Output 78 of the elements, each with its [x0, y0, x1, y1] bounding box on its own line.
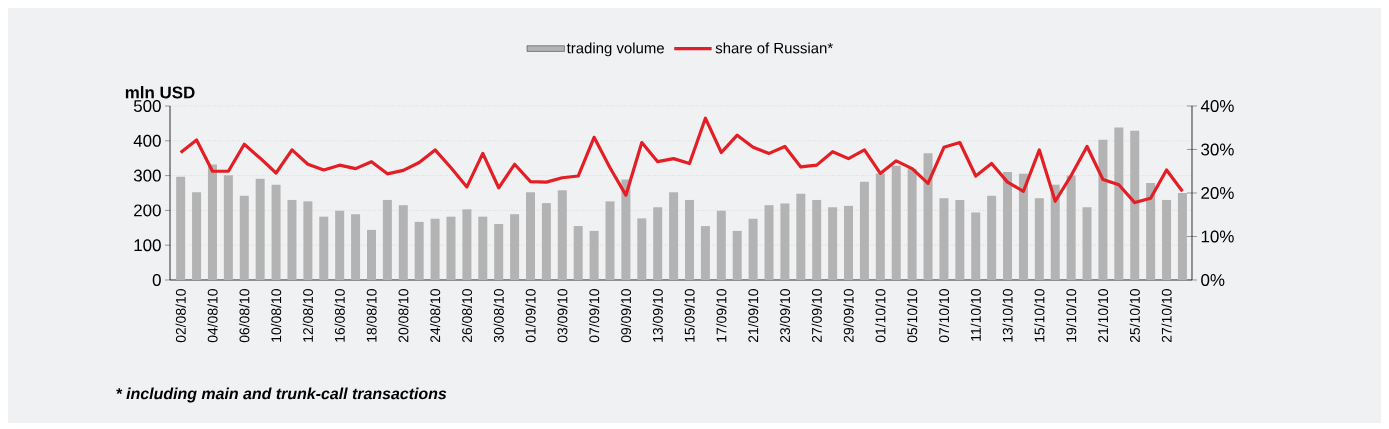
bar [1114, 127, 1124, 280]
legend-label: trading volume [566, 42, 664, 57]
x-tick-label: 19/10/10 [1066, 289, 1077, 342]
x-tick-label: 01/09/10 [525, 289, 536, 343]
y2-tick-label: 40% [1200, 100, 1234, 112]
bar [1177, 193, 1187, 280]
bar [255, 178, 265, 280]
x-tick-label: 10/08/10 [270, 289, 282, 342]
bar [366, 229, 376, 280]
x-tick-label: 24/08/10 [429, 289, 441, 343]
bar [541, 203, 551, 280]
x-tick-label: 27/09/10 [811, 289, 822, 343]
x-tick-label: 15/09/10 [684, 289, 695, 342]
x-tick-label: 26/08/10 [461, 289, 473, 343]
bar [605, 201, 615, 280]
bar [685, 199, 695, 280]
x-tick-label: 07/09/10 [588, 289, 600, 343]
bar [1162, 199, 1172, 280]
line-series [179, 116, 1185, 205]
bar [796, 193, 806, 280]
y-axis-title: mln USD [125, 86, 195, 99]
bar [478, 216, 488, 280]
x-tick-label: 06/08/10 [239, 289, 250, 343]
bar [764, 205, 774, 280]
x-tick-label: 20/08/10 [398, 289, 409, 343]
x-tick-label: 03/09/10 [557, 289, 568, 343]
bar [525, 192, 535, 280]
bar [446, 216, 456, 280]
x-tick-label: 02/08/10 [175, 289, 186, 343]
x-tick-label: 09/09/10 [620, 289, 632, 343]
bar [494, 223, 504, 280]
y2-tick-label: 0% [1201, 274, 1225, 286]
y-tick-label: 300 [133, 169, 161, 182]
x-tick-label: 13/09/10 [652, 289, 663, 342]
bar [844, 205, 854, 280]
x-tick-label: 04/08/10 [207, 289, 218, 343]
x-tick-label: 11/10/10 [970, 289, 981, 341]
x-tick-label: 17/09/10 [716, 289, 727, 342]
x-tick-label: 05/10/10 [907, 289, 918, 343]
y2-tick-label: 10% [1201, 230, 1234, 243]
x-tick-label: 30/08/10 [493, 289, 504, 343]
x-tick-label: 18/08/10 [366, 289, 377, 342]
x-tick-label: 21/10/10 [1097, 289, 1109, 343]
bar [223, 175, 233, 280]
bar [192, 192, 202, 280]
bar [891, 165, 901, 280]
bar [812, 199, 822, 280]
bar [1003, 172, 1013, 280]
bar [207, 164, 217, 280]
bar [414, 221, 424, 280]
bar [1130, 130, 1140, 280]
bar [573, 226, 583, 280]
y-tick-label: 0 [152, 274, 161, 286]
x-tick-label: 21/09/10 [747, 289, 759, 343]
y-tick-label: 100 [134, 239, 161, 252]
x-tick-label: 12/08/10 [302, 289, 313, 342]
x-tick-label: 13/10/10 [1002, 289, 1013, 342]
bar [287, 199, 297, 280]
bar [732, 230, 742, 280]
text: * including main and trunk-call transactions [116, 387, 447, 403]
x-tick-label: 07/10/10 [938, 289, 950, 343]
bar [1050, 184, 1060, 280]
y2-tick-label: 20% [1201, 187, 1234, 199]
x-tick-label: 15/10/10 [1034, 289, 1045, 342]
y-tick-label: 200 [134, 204, 161, 217]
x-tick-label: 23/09/10 [779, 289, 791, 343]
x-tick-label: 27/10/10 [1161, 289, 1172, 343]
bar [1082, 207, 1092, 280]
y2-tick-label: 30% [1201, 143, 1234, 156]
x-tick-label: 01/10/10 [875, 289, 886, 343]
x-tick-label: 25/10/10 [1129, 289, 1140, 343]
x-tick-label: 16/08/10 [334, 289, 345, 342]
bar [653, 207, 663, 280]
bar [859, 181, 869, 280]
y-tick-label: 400 [133, 134, 161, 147]
y-tick-label: 500 [133, 100, 161, 112]
x-tick-label: 29/09/10 [843, 289, 854, 343]
legend-label: share of Russian* [715, 42, 833, 54]
